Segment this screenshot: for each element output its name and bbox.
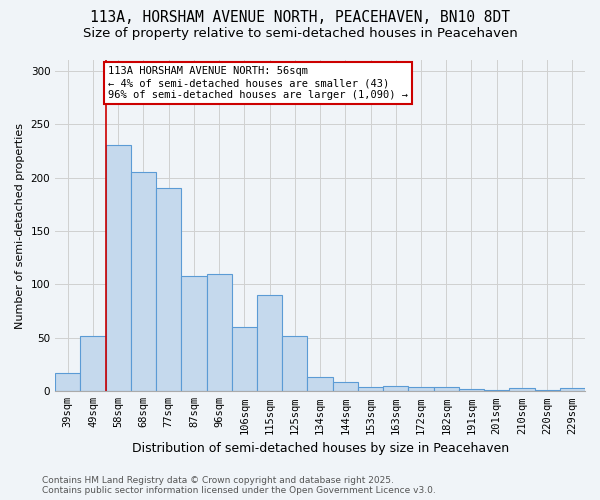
X-axis label: Distribution of semi-detached houses by size in Peacehaven: Distribution of semi-detached houses by … [131,442,509,455]
Bar [206,274,232,392]
Text: 113A HORSHAM AVENUE NORTH: 56sqm
← 4% of semi-detached houses are smaller (43)
9: 113A HORSHAM AVENUE NORTH: 56sqm ← 4% of… [108,66,408,100]
Bar [535,390,560,392]
Bar [181,276,206,392]
Bar [358,387,383,392]
Bar [409,387,434,392]
Bar [232,327,257,392]
Bar [383,386,409,392]
Bar [307,378,332,392]
Bar [106,146,131,392]
Bar [257,295,282,392]
Bar [434,387,459,392]
Bar [55,373,80,392]
Bar [332,382,358,392]
Bar [560,388,585,392]
Bar [282,336,307,392]
Bar [131,172,156,392]
Bar [80,336,106,392]
Text: 113A, HORSHAM AVENUE NORTH, PEACEHAVEN, BN10 8DT: 113A, HORSHAM AVENUE NORTH, PEACEHAVEN, … [90,10,510,25]
Text: Size of property relative to semi-detached houses in Peacehaven: Size of property relative to semi-detach… [83,28,517,40]
Y-axis label: Number of semi-detached properties: Number of semi-detached properties [15,122,25,328]
Bar [459,389,484,392]
Bar [509,388,535,392]
Bar [156,188,181,392]
Bar [484,390,509,392]
Text: Contains HM Land Registry data © Crown copyright and database right 2025.
Contai: Contains HM Land Registry data © Crown c… [42,476,436,495]
